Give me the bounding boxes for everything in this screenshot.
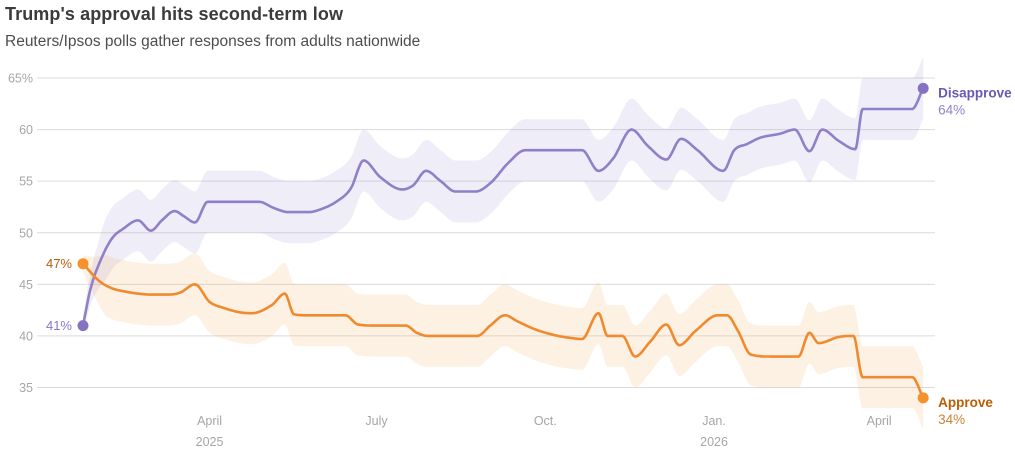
chart-title: Trump's approval hits second-term low [5, 4, 344, 24]
x-tick-sublabel: 2025 [196, 435, 224, 449]
x-tick-label: April [197, 414, 222, 428]
y-tick-label: 60 [19, 123, 33, 137]
disapprove-start-value-label: 41% [46, 318, 72, 333]
disapprove-end-dot [917, 82, 929, 94]
y-tick-label: 50 [19, 226, 33, 240]
disapprove-end-value-label: 64% [938, 102, 965, 117]
x-tick-label: July [365, 414, 388, 428]
disapprove-confidence-band [83, 57, 924, 334]
approve-end-name-label: Approve [938, 395, 993, 410]
disapprove-end-name-label: Disapprove [938, 85, 1012, 100]
x-tick-label: Oct. [534, 414, 557, 428]
x-tick-label: Jan. [702, 414, 726, 428]
disapprove-start-dot [77, 320, 89, 332]
approve-end-value-label: 34% [938, 412, 965, 427]
approve-line [81, 262, 925, 400]
y-tick-label: 40 [19, 329, 33, 343]
approve-end-dot [917, 392, 929, 404]
approve-start-value-label: 47% [46, 256, 72, 271]
y-tick-label: 65% [8, 72, 33, 86]
x-tick-sublabel: 2026 [700, 435, 728, 449]
approve-start-dot [77, 258, 89, 270]
y-tick-label: 35 [19, 381, 33, 395]
disapprove-line [81, 87, 925, 327]
chart-subtitle: Reuters/Ipsos polls gather responses fro… [5, 33, 421, 50]
approve-confidence-band [83, 253, 924, 429]
y-tick-label: 45 [19, 278, 33, 292]
y-tick-label: 55 [19, 175, 33, 189]
x-tick-label: April [867, 414, 892, 428]
